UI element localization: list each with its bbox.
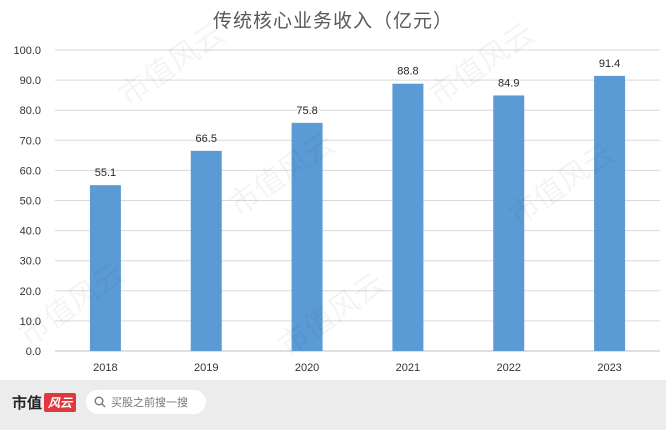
bar — [594, 75, 626, 352]
search-box[interactable]: 买股之前搜一搜 — [86, 390, 206, 414]
data-label: 91.4 — [599, 58, 620, 70]
chart-card: 传统核心业务收入（亿元） 0.0 10.0 20.0 30.0 40.0 50.0 60.0… — [0, 0, 666, 380]
search-icon — [94, 393, 106, 412]
y-tick-label: 30.0 — [20, 256, 41, 268]
y-tick-label: 50.0 — [20, 196, 41, 208]
bar — [493, 95, 525, 352]
y-tick-label: 90.0 — [20, 75, 41, 87]
search-placeholder: 买股之前搜一搜 — [111, 396, 188, 409]
x-tick-label: 2020 — [295, 362, 319, 374]
x-tick-label: 2018 — [93, 362, 117, 374]
y-tick-label: 70.0 — [20, 135, 41, 147]
brand-name: 市值 — [12, 393, 43, 412]
y-tick-label: 60.0 — [20, 165, 41, 177]
x-tick-label: 2023 — [597, 362, 621, 374]
data-label: 88.8 — [397, 66, 418, 78]
data-label: 66.5 — [196, 133, 217, 145]
bar — [190, 150, 222, 351]
y-tick-label: 10.0 — [20, 316, 41, 328]
bar — [291, 122, 323, 351]
data-label: 75.8 — [296, 105, 317, 117]
x-tick-label: 2021 — [396, 362, 420, 374]
y-tick-label: 100.0 — [13, 45, 41, 57]
data-label: 55.1 — [95, 167, 116, 179]
x-tick-label: 2019 — [194, 362, 218, 374]
bar — [392, 83, 424, 351]
y-tick-label: 20.0 — [20, 286, 41, 298]
bar-chart: 0.0 10.0 20.0 30.0 40.0 50.0 60.0 70.0 80.0 90.0 1… — [13, 45, 660, 374]
bar — [89, 185, 121, 351]
y-tick-label: 80.0 — [20, 105, 41, 117]
chart-title: 传统核心业务收入（亿元） — [212, 10, 453, 32]
y-tick-label: 40.0 — [20, 226, 41, 238]
footer-bar: 市值 风云 买股之前搜一搜 — [0, 380, 666, 430]
x-tick-label: 2022 — [497, 362, 521, 374]
data-label: 84.9 — [498, 77, 519, 89]
y-tick-label: 0.0 — [26, 346, 41, 358]
brand-logo[interactable]: 市值 风云 — [12, 391, 77, 413]
brand-badge: 风云 — [44, 392, 77, 412]
